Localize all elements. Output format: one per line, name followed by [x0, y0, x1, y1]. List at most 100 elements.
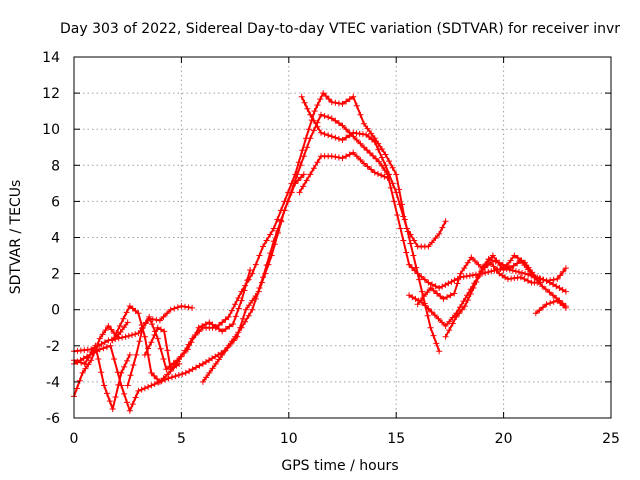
data-point-marker: [274, 216, 281, 223]
data-point-marker: [335, 135, 342, 142]
data-point-marker: [515, 269, 522, 276]
data-point-marker: [346, 132, 353, 139]
data-point-marker: [559, 286, 566, 293]
data-point-marker: [161, 328, 168, 335]
data-point-marker: [439, 224, 446, 231]
data-point-marker: [387, 184, 394, 191]
data-point-marker: [310, 165, 317, 172]
data-point-marker: [238, 297, 245, 304]
data-point-marker: [317, 96, 324, 103]
data-point-marker: [360, 120, 367, 127]
data-point-marker: [120, 315, 127, 322]
data-point-marker: [554, 276, 561, 283]
data-point-marker: [550, 298, 557, 305]
data-point-marker: [471, 257, 478, 264]
data-point-marker: [454, 280, 461, 287]
data-point-marker: [242, 318, 249, 325]
data-point-marker: [292, 180, 299, 187]
data-point-marker: [381, 173, 388, 180]
data-point-marker: [409, 294, 416, 301]
data-point-marker: [343, 153, 350, 160]
data-point-marker: [364, 163, 371, 170]
series-sat-d: [298, 93, 449, 250]
data-point-marker: [412, 295, 419, 302]
x-tick-label: 15: [387, 431, 405, 447]
data-point-marker: [299, 147, 306, 154]
data-point-marker: [154, 335, 161, 342]
series-line: [111, 92, 441, 383]
series-sat-j: [442, 259, 544, 340]
data-point-marker: [151, 381, 158, 388]
data-point-marker: [300, 153, 307, 160]
data-point-marker: [222, 347, 229, 354]
data-point-marker: [222, 325, 229, 332]
data-point-marker: [260, 274, 267, 281]
data-point-marker: [445, 280, 452, 287]
data-point-marker: [151, 372, 158, 379]
data-point-marker: [238, 324, 245, 331]
data-point-marker: [164, 371, 171, 378]
data-point-marker: [461, 265, 468, 272]
data-point-marker: [242, 306, 249, 313]
data-point-marker: [215, 326, 222, 333]
data-point-marker: [165, 375, 172, 382]
y-tick-label: -6: [46, 411, 60, 427]
data-point-marker: [119, 334, 126, 341]
data-point-marker: [225, 313, 232, 320]
data-point-marker: [93, 342, 100, 349]
data-point-marker: [160, 375, 167, 382]
data-point-marker: [124, 382, 131, 389]
data-point-marker: [449, 314, 456, 321]
data-point-marker: [206, 369, 213, 376]
data-point-marker: [427, 324, 434, 331]
data-point-marker: [138, 386, 145, 393]
data-point-marker: [318, 111, 325, 118]
x-tick-label: 25: [602, 431, 620, 447]
data-point-marker: [111, 330, 118, 337]
data-point-marker: [148, 382, 155, 389]
data-point-marker: [543, 301, 550, 308]
data-point-marker: [386, 171, 393, 178]
data-point-marker: [446, 318, 453, 325]
data-point-marker: [199, 360, 206, 367]
data-point-marker: [378, 172, 385, 179]
series-sat-e: [296, 149, 391, 196]
data-point-marker: [78, 359, 85, 366]
series-sat-g: [199, 171, 307, 385]
data-point-marker: [357, 156, 364, 163]
data-point-marker: [490, 263, 497, 270]
data-point-marker: [468, 254, 475, 261]
data-point-marker: [105, 322, 112, 329]
data-point-marker: [547, 300, 554, 307]
data-point-marker: [128, 331, 135, 338]
data-point-marker: [168, 374, 175, 381]
data-point-marker: [311, 108, 318, 115]
data-point-marker: [123, 357, 130, 364]
data-point-marker: [346, 96, 353, 103]
y-tick-label: -2: [46, 339, 60, 355]
data-point-marker: [164, 310, 171, 317]
data-point-marker: [335, 154, 342, 161]
data-point-marker: [378, 162, 385, 169]
data-point-marker: [343, 134, 350, 141]
data-point-marker: [232, 333, 239, 340]
data-point-marker: [212, 323, 219, 330]
series-sat-l: [71, 319, 131, 400]
data-point-marker: [332, 134, 339, 141]
data-point-marker: [135, 310, 142, 317]
y-tick-label: 0: [51, 303, 60, 319]
data-point-marker: [422, 302, 429, 309]
data-point-marker: [357, 111, 364, 118]
data-point-marker: [175, 372, 182, 379]
data-point-marker: [249, 306, 256, 313]
data-point-marker: [263, 237, 270, 244]
data-point-marker: [428, 308, 435, 315]
data-point-marker: [384, 174, 391, 181]
data-point-marker: [277, 217, 284, 224]
data-point-marker: [517, 274, 524, 281]
data-point-marker: [542, 286, 549, 293]
data-point-marker: [518, 257, 525, 264]
data-point-marker: [467, 291, 474, 298]
data-point-marker: [226, 323, 233, 330]
data-point-marker: [145, 383, 152, 390]
